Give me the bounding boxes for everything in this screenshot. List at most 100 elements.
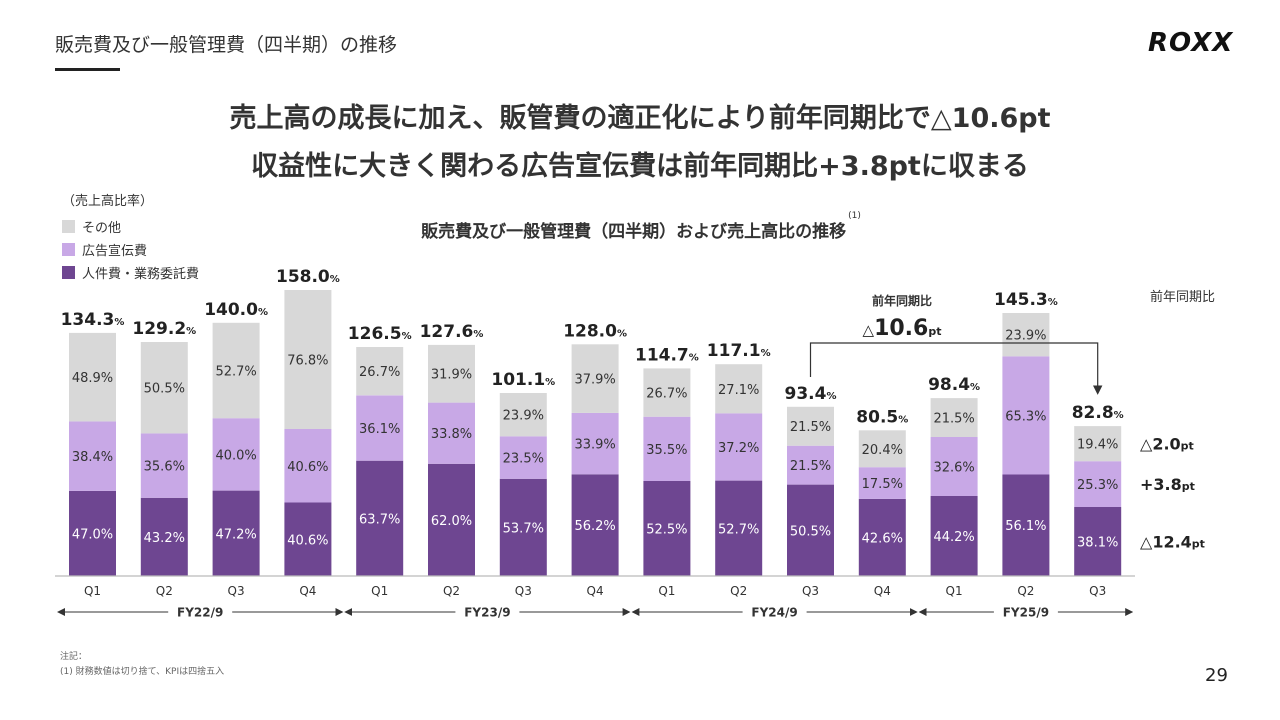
- segment-label-advertising: 33.8%: [431, 427, 472, 442]
- bar-total-unit: %: [761, 348, 771, 359]
- segment-label-personnel: 38.1%: [1077, 536, 1118, 551]
- segment-label-advertising: 38.4%: [72, 450, 113, 465]
- legend-item-advertising: 広告宣伝費: [62, 238, 199, 261]
- segment-label-personnel: 56.2%: [574, 519, 615, 534]
- bar-segment-other: [212, 322, 260, 419]
- bar-segment-other: [787, 406, 834, 446]
- segment-label-other: 50.5%: [144, 382, 185, 397]
- segment-label-personnel: 52.5%: [646, 523, 687, 538]
- bar-segment-personnel: [140, 497, 188, 576]
- segment-label-other: 26.7%: [359, 365, 400, 380]
- segment-label-personnel: 44.2%: [933, 530, 974, 545]
- segment-label-advertising: 37.2%: [718, 441, 759, 456]
- bar-segment-advertising: [284, 429, 332, 503]
- bar-total-value: 93.4: [785, 384, 827, 404]
- segment-label-advertising: 35.6%: [144, 460, 185, 475]
- legend-title: （売上高比率）: [62, 194, 154, 209]
- yoy-change-part: pt: [1182, 480, 1195, 493]
- bar-total-value: 128.0: [563, 321, 617, 341]
- yoy-change-part: △: [1140, 533, 1153, 552]
- bar-segment-advertising: [499, 436, 547, 479]
- bar-total-value: 117.1: [707, 341, 761, 361]
- bar-segment-personnel: [787, 484, 834, 576]
- bar-total-unit: %: [330, 274, 340, 285]
- bar-segment-advertising: [930, 437, 978, 496]
- bar-segment-other: [643, 368, 691, 417]
- bar-total-label: 80.5%: [856, 407, 908, 427]
- segment-label-other: 23.9%: [503, 409, 544, 424]
- segment-label-advertising: 36.1%: [359, 422, 400, 437]
- x-tick-label: Q3: [515, 584, 532, 598]
- bar-total-value: 80.5: [856, 407, 898, 427]
- roxx-logo: ROXX: [1148, 28, 1234, 58]
- bar-segment-other: [284, 290, 332, 429]
- segment-label-other: 26.7%: [646, 387, 687, 402]
- segment-label-advertising: 32.6%: [933, 461, 974, 476]
- segment-label-personnel: 62.0%: [431, 514, 472, 529]
- legend-label-other: その他: [82, 221, 122, 236]
- yoy-change-part: +: [1140, 475, 1153, 494]
- segment-label-advertising: 25.3%: [1077, 478, 1118, 493]
- bar-segment-other: [715, 364, 763, 414]
- bar-segment-personnel: [715, 480, 763, 576]
- segment-label-other: 19.4%: [1077, 438, 1118, 453]
- segment-label-other: 76.8%: [287, 354, 328, 369]
- segment-label-personnel: 52.7%: [718, 522, 759, 537]
- bar-segment-advertising: [140, 433, 188, 498]
- fiscal-year-label: FY22/9: [177, 606, 223, 620]
- x-tick-label: Q3: [228, 584, 245, 598]
- bar-segment-personnel: [571, 474, 619, 576]
- segment-label-advertising: 65.3%: [1005, 409, 1046, 424]
- bar-total-value: 140.0: [204, 300, 258, 320]
- yoy-change-label: △2.0pt: [1140, 435, 1194, 454]
- bar-segment-other: [858, 430, 906, 468]
- bar-total-value: 127.6: [420, 322, 474, 342]
- segment-label-other: 21.5%: [933, 412, 974, 427]
- yoy-bracket-arrow: [809, 342, 1103, 395]
- chart-legend: （売上高比率） その他 広告宣伝費 人件費・業務委託費: [62, 190, 199, 284]
- x-tick-label: Q1: [84, 584, 101, 598]
- bar-segment-personnel: [1074, 507, 1122, 576]
- segment-label-advertising: 40.6%: [287, 460, 328, 475]
- x-tick-label: Q2: [1017, 584, 1034, 598]
- bar-total-label: 93.4%: [785, 384, 837, 404]
- chart-title-text: 販売費及び一般管理費（四半期）および売上高比の推移: [421, 222, 847, 242]
- bar-total-label: 127.6%: [420, 322, 484, 342]
- bar-segment-other: [499, 393, 547, 437]
- section-title: 販売費及び一般管理費（四半期）の推移: [55, 34, 398, 56]
- bar-total-label: 126.5%: [348, 324, 412, 344]
- x-tick-label: Q2: [443, 584, 460, 598]
- bar-total-label: 114.7%: [635, 345, 699, 365]
- bar-total-unit: %: [689, 352, 699, 363]
- legend-item-other: その他: [62, 215, 199, 238]
- fiscal-year-label: FY24/9: [751, 606, 797, 620]
- x-tick-label: Q1: [946, 584, 963, 598]
- page-number: 29: [1205, 665, 1228, 686]
- segment-label-personnel: 42.6%: [862, 531, 903, 546]
- bar-total-unit: %: [1048, 297, 1058, 308]
- bar-segment-personnel: [858, 498, 906, 576]
- legend-swatch-personnel: [62, 266, 75, 279]
- yoy-change-part: △: [1140, 435, 1153, 454]
- x-tick-label: Q4: [299, 584, 316, 598]
- bar-segment-advertising: [1074, 461, 1122, 507]
- legend-item-personnel: 人件費・業務委託費: [62, 261, 199, 284]
- bar-total-value: 126.5: [348, 324, 402, 344]
- yoy-header: 前年同期比: [1150, 290, 1216, 305]
- legend-label-personnel: 人件費・業務委託費: [82, 267, 200, 282]
- bar-total-unit: %: [970, 382, 980, 393]
- bar-total-label: 134.3%: [61, 310, 125, 330]
- bar-total-unit: %: [114, 317, 124, 328]
- bar-total-label: 101.1%: [491, 370, 555, 390]
- bar-total-label: 140.0%: [204, 300, 268, 320]
- bar-segment-advertising: [428, 402, 475, 464]
- bar-total-value: 158.0: [276, 267, 330, 287]
- segment-label-other: 48.9%: [72, 371, 113, 386]
- bar-total-value: 82.8: [1072, 403, 1114, 423]
- yoy-change-part: pt: [1181, 440, 1194, 453]
- bar-total-unit: %: [258, 307, 268, 318]
- bar-segment-other: [428, 344, 475, 403]
- segment-label-personnel: 47.2%: [215, 527, 256, 542]
- segment-label-other: 21.5%: [790, 420, 831, 435]
- bar-segment-other: [356, 347, 404, 396]
